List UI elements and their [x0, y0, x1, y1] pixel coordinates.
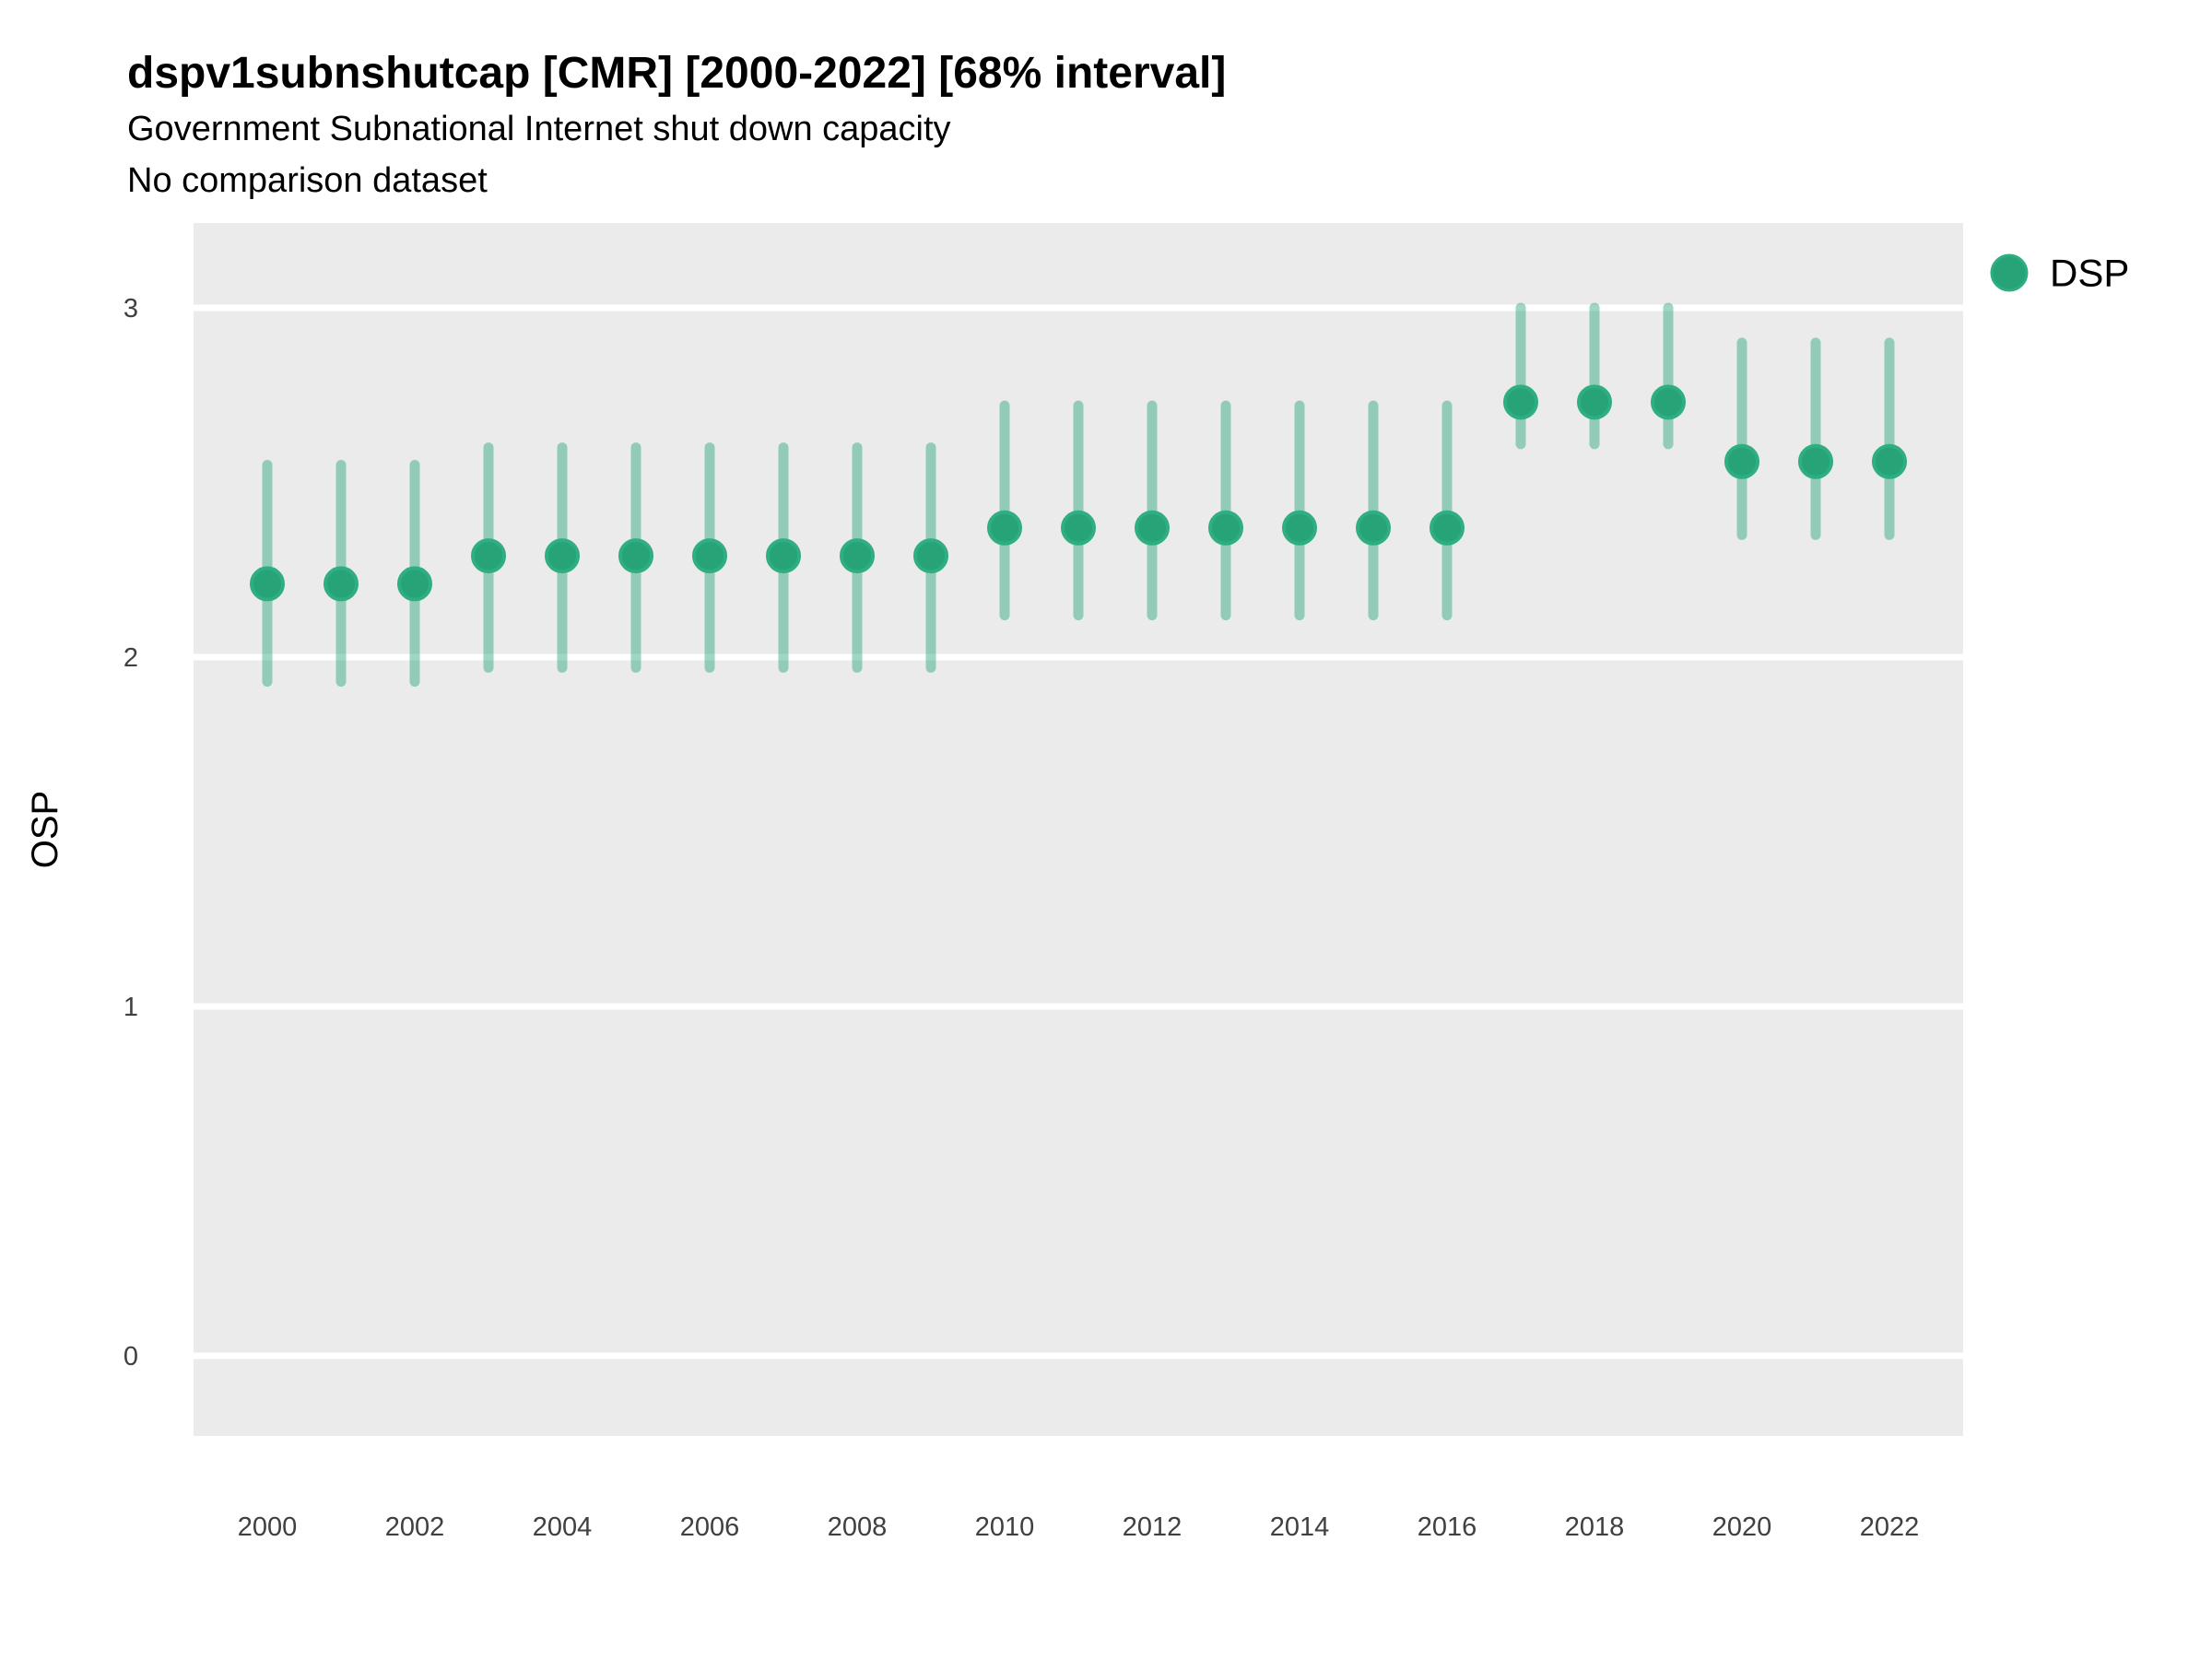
data-point	[913, 538, 948, 574]
data-point	[324, 566, 359, 602]
y-tick-label: 2	[124, 643, 138, 673]
x-tick-label: 2016	[1418, 1512, 1477, 1542]
legend: DSP	[1990, 252, 2129, 295]
data-point	[471, 538, 506, 574]
data-point	[1651, 384, 1686, 420]
x-tick-label: 2006	[680, 1512, 740, 1542]
data-point	[1061, 510, 1096, 546]
data-point	[1430, 510, 1465, 546]
gridlines	[194, 304, 1963, 1359]
chart-note: No comparison dataset	[127, 161, 488, 200]
x-tick-label: 2000	[238, 1512, 298, 1542]
x-tick-label: 2014	[1270, 1512, 1330, 1542]
x-tick-label: 2008	[828, 1512, 888, 1542]
legend-marker-circle-icon	[1990, 253, 2029, 292]
x-tick-label: 2010	[975, 1512, 1035, 1542]
x-axis-tick-labels: 2000 2002 2004 2006 2008 2010 2012 2014 2016 2018…	[238, 1512, 1920, 1542]
data-point	[1724, 443, 1759, 479]
chart-subtitle: Government Subnational Internet shut dow…	[127, 110, 951, 148]
y-tick-label: 1	[124, 993, 138, 1022]
y-axis-tick-labels: 0 1 2 3	[124, 294, 138, 1371]
data-point	[1798, 443, 1833, 479]
data-point	[840, 538, 875, 574]
data-point	[1356, 510, 1391, 546]
x-tick-label: 2020	[1712, 1512, 1772, 1542]
data-point	[397, 566, 432, 602]
data-point	[987, 510, 1022, 546]
data-point	[250, 566, 285, 602]
legend-label: DSP	[2050, 252, 2129, 295]
data-point	[618, 538, 653, 574]
chart-title: dspv1subnshutcap [CMR] [2000-2022] [68% …	[127, 49, 1226, 98]
data-point	[1872, 443, 1907, 479]
x-tick-label: 2004	[533, 1512, 593, 1542]
data-point	[1135, 510, 1170, 546]
data-point	[766, 538, 801, 574]
plot-panel	[194, 223, 1963, 1436]
x-tick-label: 2002	[385, 1512, 445, 1542]
data-point	[1577, 384, 1612, 420]
x-tick-label: 2018	[1565, 1512, 1625, 1542]
data-point	[545, 538, 580, 574]
data-point	[1282, 510, 1317, 546]
data-points	[250, 384, 1907, 602]
x-tick-label: 2012	[1123, 1512, 1182, 1542]
x-tick-label: 2022	[1860, 1512, 1920, 1542]
data-point	[692, 538, 727, 574]
y-tick-label: 0	[124, 1342, 138, 1371]
y-tick-label: 3	[124, 294, 138, 324]
data-point	[1503, 384, 1538, 420]
y-axis-title: OSP	[25, 791, 65, 868]
data-point	[1208, 510, 1243, 546]
